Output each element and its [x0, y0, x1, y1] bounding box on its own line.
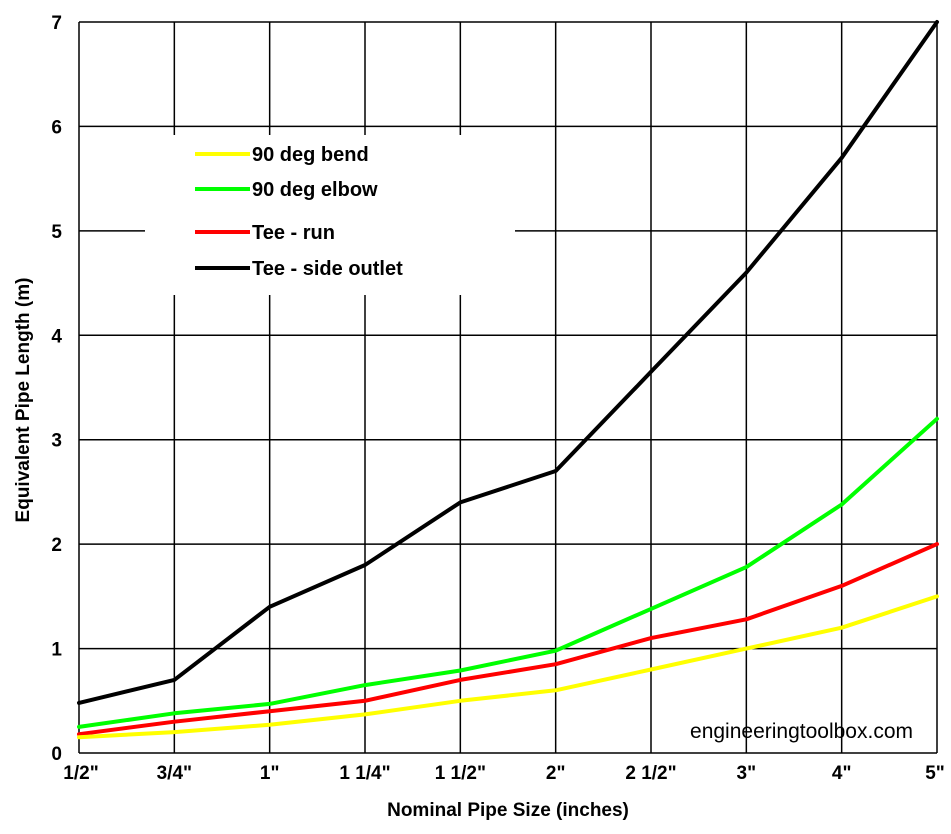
legend-label: 90 deg bend [252, 144, 369, 166]
x-tick-label: 1 1/2" [435, 763, 486, 784]
legend-label: Tee - run [252, 222, 335, 244]
x-tick-label: 3/4" [157, 763, 192, 784]
y-tick-label: 4 [51, 326, 62, 347]
series-line-tee-run [77, 542, 939, 737]
x-tick-label: 4" [832, 763, 852, 784]
x-tick-label: 2" [546, 763, 566, 784]
series-lines [77, 20, 939, 740]
y-axis-title: Equivalent Pipe Length (m) [13, 278, 34, 523]
y-tick-label: 7 [51, 13, 62, 34]
x-tick-label: 2 1/2" [625, 763, 676, 784]
x-tick-label: 1/2" [63, 763, 98, 784]
legend: 90 deg bend 90 deg elbow Tee - run Tee - si… [195, 144, 403, 280]
y-tick-label: 1 [51, 640, 62, 661]
x-tick-labels: 1/2" 3/4" 1" 1 1/4" 1 1/2" 2" 2 1/2" 3" 4" 5" [63, 763, 945, 784]
series-line-90-deg-bend [77, 594, 939, 740]
y-tick-label: 6 [51, 117, 62, 138]
legend-label: Tee - side outlet [252, 258, 403, 280]
series-line-90-deg-elbow [77, 416, 939, 729]
x-tick-label: 3" [737, 763, 757, 784]
y-tick-labels: 0 1 2 3 4 5 6 7 [51, 13, 62, 765]
y-tick-label: 3 [51, 431, 62, 452]
x-axis-title: Nominal Pipe Size (inches) [387, 800, 629, 821]
y-tick-label: 0 [51, 744, 62, 765]
watermark-annotation: engineeringtoolbox.com [690, 720, 913, 743]
y-tick-label: 2 [51, 535, 62, 556]
x-tick-label: 5" [925, 763, 945, 784]
y-tick-label: 5 [51, 222, 62, 243]
x-tick-label: 1 1/4" [339, 763, 390, 784]
x-tick-label: 1" [260, 763, 280, 784]
legend-label: 90 deg elbow [252, 179, 378, 201]
series-line-tee-side-outlet [77, 20, 939, 705]
grid-lines [78, 21, 938, 754]
